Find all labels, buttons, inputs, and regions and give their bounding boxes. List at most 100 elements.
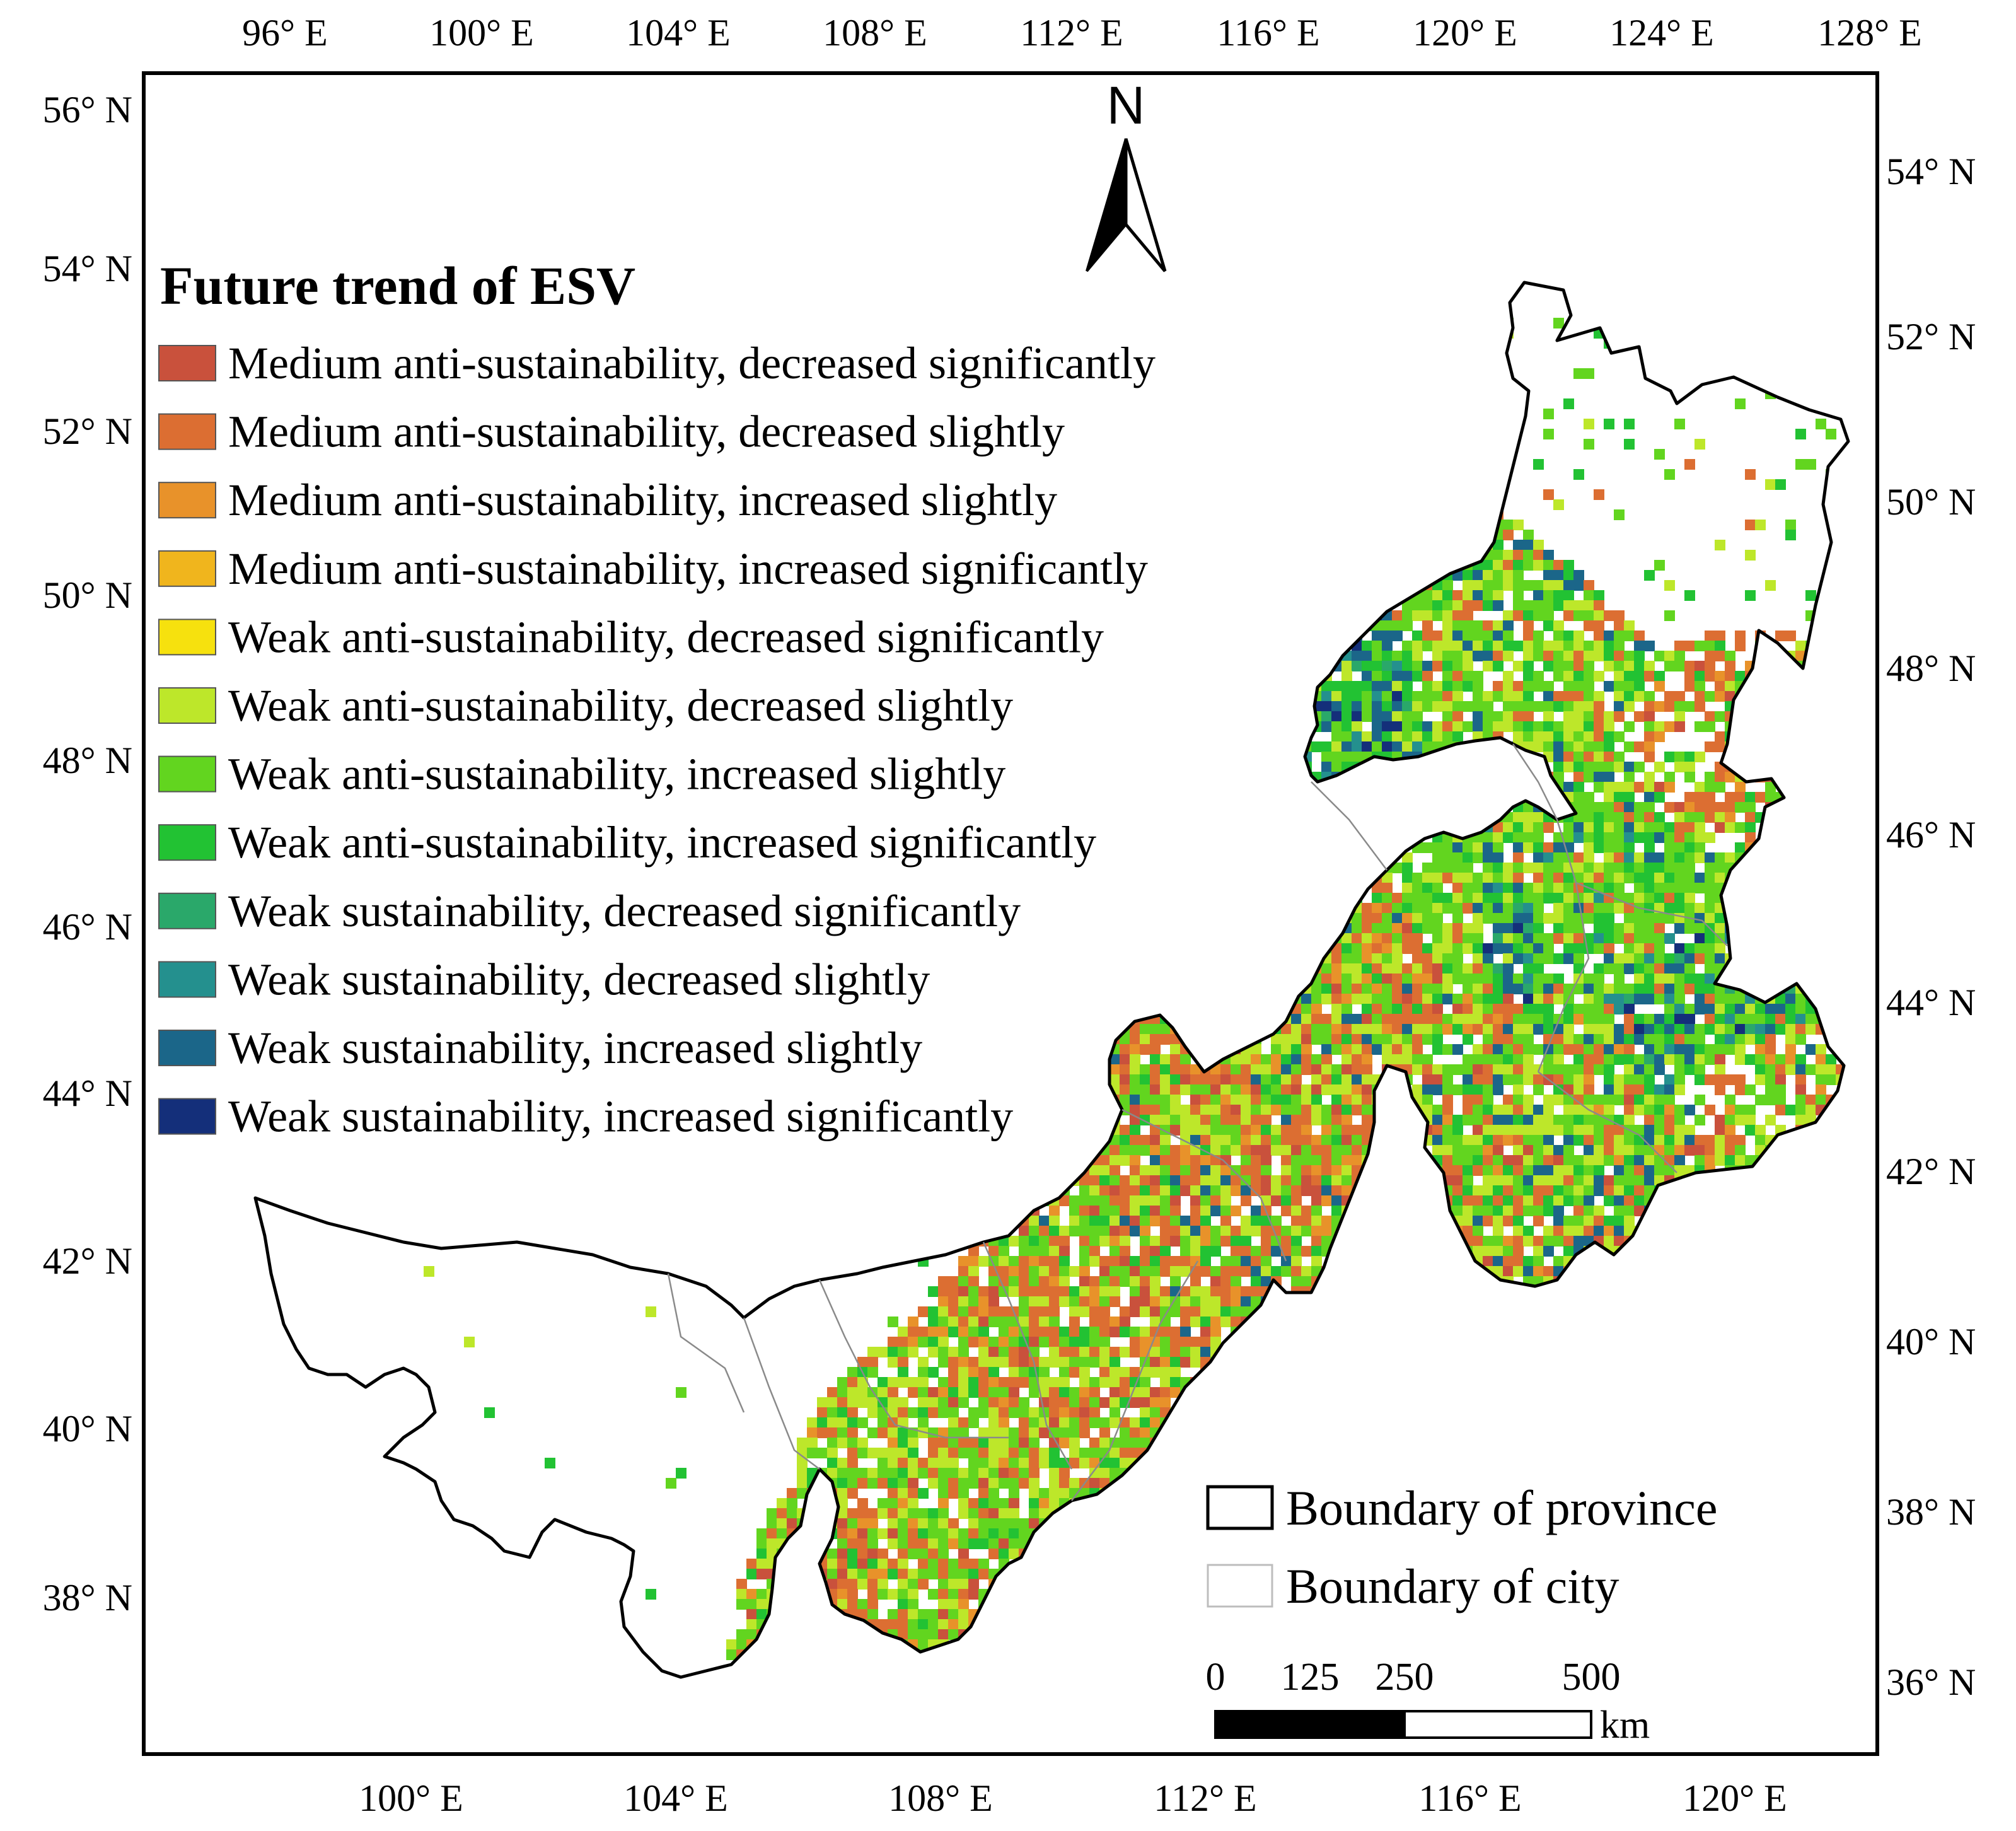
esv-cell: [1473, 943, 1483, 954]
esv-cell: [1715, 641, 1725, 651]
esv-cell: [1644, 772, 1655, 782]
esv-cell: [1372, 661, 1382, 671]
esv-cell: [1392, 1024, 1403, 1035]
esv-cell: [1735, 1054, 1746, 1065]
esv-cell: [1664, 913, 1675, 924]
esv-cell: [1826, 429, 1836, 439]
esv-cell: [1584, 671, 1594, 682]
esv-cell: [1523, 1024, 1534, 1035]
esv-cell: [1503, 681, 1514, 692]
esv-cell: [1795, 429, 1806, 439]
esv-cell: [1331, 681, 1342, 692]
esv-cell: [1644, 852, 1655, 863]
esv-cell: [1442, 731, 1453, 742]
esv-cell: [1755, 1034, 1766, 1045]
esv-cell: [1594, 933, 1604, 944]
esv-cell: [1584, 741, 1594, 752]
esv-cell: [1402, 1054, 1413, 1065]
esv-cell: [1614, 873, 1625, 883]
esv-cell: [1654, 994, 1665, 1004]
esv-cell: [1483, 631, 1493, 641]
esv-cell: [1573, 1014, 1584, 1025]
esv-cell: [1584, 721, 1594, 732]
esv-cell: [1452, 651, 1463, 661]
esv-cell: [1654, 852, 1665, 863]
esv-cell: [1614, 923, 1625, 934]
esv-cell: [1463, 1034, 1473, 1045]
esv-cell: [1563, 600, 1574, 611]
esv-cell: [1412, 873, 1423, 883]
esv-cell: [1533, 812, 1544, 823]
esv-cell: [1382, 641, 1393, 651]
esv-cell: [1543, 1014, 1554, 1025]
esv-cell: [1331, 994, 1342, 1004]
esv-cell: [1130, 1034, 1140, 1045]
esv-cell: [1412, 731, 1423, 742]
esv-cell: [1604, 963, 1614, 974]
esv-cell: [1311, 1054, 1322, 1065]
esv-cell: [1382, 741, 1393, 752]
esv-cell: [1321, 994, 1332, 1004]
esv-cell: [1483, 974, 1493, 984]
esv-cell: [1432, 590, 1443, 601]
esv-cell: [1553, 1034, 1564, 1045]
esv-cell: [1402, 721, 1413, 732]
esv-cell: [1594, 752, 1604, 762]
esv-cell: [1392, 741, 1403, 752]
esv-cell: [1563, 641, 1574, 651]
esv-cell: [1735, 1084, 1746, 1095]
esv-cell: [1473, 641, 1483, 651]
esv-cell: [1402, 893, 1413, 904]
esv-cell: [1745, 520, 1756, 530]
esv-cell: [1483, 1044, 1493, 1055]
esv-cell: [1422, 842, 1433, 853]
esv-cell: [1301, 1034, 1312, 1045]
esv-cell: [1684, 762, 1695, 772]
esv-cell: [1694, 792, 1705, 803]
esv-cell: [1644, 842, 1655, 853]
esv-cell: [1705, 883, 1715, 893]
esv-cell: [1755, 520, 1766, 530]
esv-cell: [1483, 691, 1493, 702]
esv-cell: [1705, 1004, 1715, 1014]
esv-cell: [1775, 631, 1786, 641]
esv-cell: [1594, 691, 1604, 702]
esv-cell: [1694, 1024, 1705, 1035]
esv-cell: [1140, 1064, 1150, 1075]
esv-cell: [1503, 974, 1514, 984]
esv-cell: [1634, 1034, 1645, 1045]
esv-cell: [1573, 681, 1584, 692]
esv-cell: [1533, 681, 1544, 692]
esv-cell: [1543, 641, 1554, 651]
esv-cell: [1372, 1004, 1382, 1014]
esv-cell: [1372, 893, 1382, 904]
esv-cell: [1745, 1014, 1756, 1025]
esv-cell: [1452, 994, 1463, 1004]
esv-cell: [1412, 883, 1423, 893]
esv-cell: [1442, 923, 1453, 934]
esv-cell: [1523, 600, 1534, 611]
esv-cell: [1452, 1024, 1463, 1035]
esv-cell: [1452, 842, 1463, 853]
esv-cell: [1442, 903, 1453, 914]
esv-cell: [1694, 812, 1705, 823]
esv-cell: [1503, 641, 1514, 651]
esv-cell: [1573, 691, 1584, 702]
esv-cell: [1170, 1074, 1181, 1085]
esv-cell: [1473, 1024, 1483, 1035]
esv-cell: [1473, 671, 1483, 682]
esv-cell: [1563, 893, 1574, 904]
esv-cell: [1765, 1074, 1776, 1085]
esv-cell: [1533, 953, 1544, 964]
esv-cell: [1594, 762, 1604, 772]
esv-cell: [1483, 1024, 1493, 1035]
esv-cell: [1634, 963, 1645, 974]
esv-cell: [1644, 893, 1655, 904]
esv-cell: [1604, 842, 1614, 853]
esv-cell: [1553, 600, 1564, 611]
esv-cell: [1190, 1074, 1201, 1085]
esv-cell: [1705, 812, 1715, 823]
esv-cell: [1594, 1014, 1604, 1025]
esv-cell: [1382, 933, 1393, 944]
esv-cell: [1331, 752, 1342, 762]
